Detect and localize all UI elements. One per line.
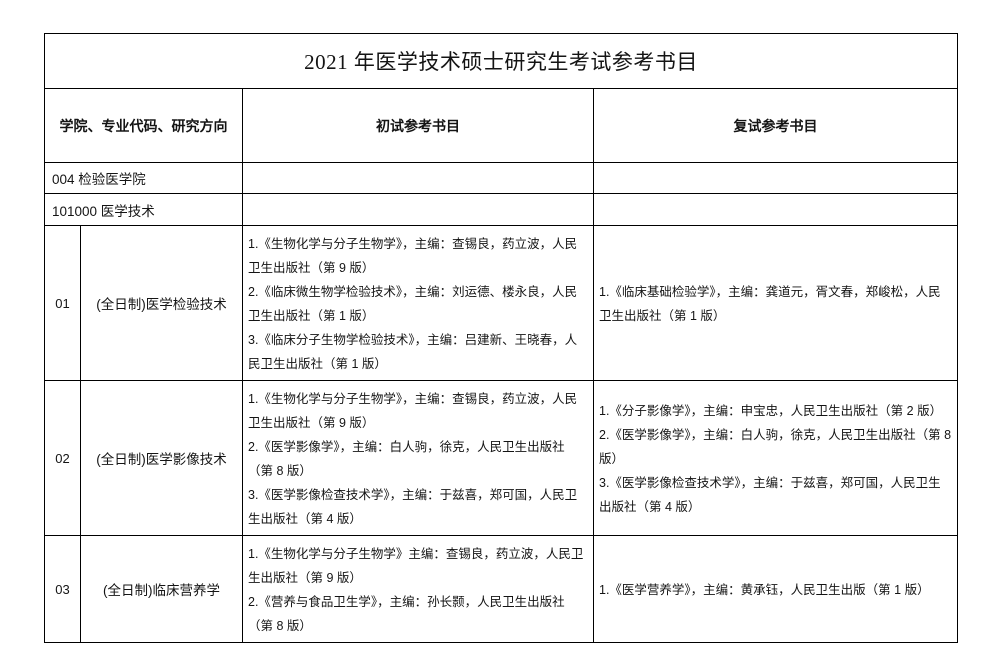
book-item: 2.《临床微生物学检验技术》，主编：刘运德、楼永良，人民卫生出版社（第 1 版） [248,285,578,323]
empty-cell [593,193,958,226]
program-row-03: 03 (全日制)临床营养学 1.《生物化学与分子生物学》主编：查锡良，药立波，人… [44,535,958,643]
header-row: 学院、专业代码、研究方向 初试参考书目 复试参考书目 [44,88,958,163]
empty-cell [593,162,958,194]
group-row-college: 004 检验医学院 [44,162,958,194]
book-item: 1.《临床基础检验学》，主编：龚道元，胥文春，郑峻松，人民卫生出版社（第 1 版… [599,285,941,323]
direction-code: 03 [44,535,81,643]
empty-cell [242,162,594,194]
title-row: 2021 年医学技术硕士研究生考试参考书目 [44,33,958,89]
direction-name: (全日制)医学检验技术 [80,225,243,381]
reference-books-table: 2021 年医学技术硕士研究生考试参考书目 学院、专业代码、研究方向 初试参考书… [44,33,958,643]
book-item: 1.《生物化学与分子生物学》，主编：查锡良，药立波，人民卫生出版社（第 9 版） [248,237,578,275]
book-item: 1.《医学营养学》，主编：黄承钰，人民卫生出版（第 1 版） [599,583,930,597]
column-header-initial-exam-books: 初试参考书目 [242,88,594,163]
column-header-retest-books: 复试参考书目 [593,88,958,163]
major-label: 101000 医学技术 [44,193,243,226]
book-item: 2.《医学影像学》，主编：白人驹，徐克，人民卫生出版社（第 8 版） [599,428,952,466]
retest-books-cell: 1.《医学营养学》，主编：黄承钰，人民卫生出版（第 1 版） [593,535,958,643]
college-label: 004 检验医学院 [44,162,243,194]
book-item: 1.《生物化学与分子生物学》主编：查锡良，药立波，人民卫生出版社（第 9 版） [248,547,584,585]
direction-name: (全日制)医学影像技术 [80,380,243,536]
initial-books-cell: 1.《生物化学与分子生物学》，主编：查锡良，药立波，人民卫生出版社（第 9 版）… [242,225,594,381]
program-row-02: 02 (全日制)医学影像技术 1.《生物化学与分子生物学》，主编：查锡良，药立波… [44,380,958,536]
direction-code: 01 [44,225,81,381]
column-header-college-code-direction: 学院、专业代码、研究方向 [44,88,243,163]
book-item: 3.《临床分子生物学检验技术》，主编：吕建新、王晓春，人民卫生出版社（第 1 版… [248,333,578,371]
book-item: 2.《医学影像学》，主编：白人驹，徐克，人民卫生出版社（第 8 版） [248,440,565,478]
book-item: 1.《分子影像学》，主编：申宝忠，人民卫生出版社（第 2 版） [599,404,943,418]
direction-code: 02 [44,380,81,536]
empty-cell [242,193,594,226]
book-item: 2.《营养与食品卫生学》，主编：孙长颢，人民卫生出版社（第 8 版） [248,595,565,633]
direction-name: (全日制)临床营养学 [80,535,243,643]
book-item: 3.《医学影像检查技术学》，主编：于兹喜，郑可国，人民卫生出版社（第 4 版） [248,488,578,526]
initial-books-cell: 1.《生物化学与分子生物学》主编：查锡良，药立波，人民卫生出版社（第 9 版） … [242,535,594,643]
retest-books-cell: 1.《分子影像学》，主编：申宝忠，人民卫生出版社（第 2 版） 2.《医学影像学… [593,380,958,536]
document-title: 2021 年医学技术硕士研究生考试参考书目 [44,33,958,89]
group-row-major: 101000 医学技术 [44,193,958,226]
book-item: 1.《生物化学与分子生物学》，主编：查锡良，药立波，人民卫生出版社（第 9 版） [248,392,578,430]
program-row-01: 01 (全日制)医学检验技术 1.《生物化学与分子生物学》，主编：查锡良，药立波… [44,225,958,381]
initial-books-cell: 1.《生物化学与分子生物学》，主编：查锡良，药立波，人民卫生出版社（第 9 版）… [242,380,594,536]
book-item: 3.《医学影像检查技术学》，主编：于兹喜，郑可国，人民卫生出版社（第 4 版） [599,476,941,514]
retest-books-cell: 1.《临床基础检验学》，主编：龚道元，胥文春，郑峻松，人民卫生出版社（第 1 版… [593,225,958,381]
